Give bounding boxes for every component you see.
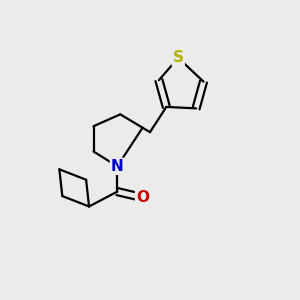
Text: O: O bbox=[136, 190, 149, 205]
Text: N: N bbox=[111, 159, 124, 174]
Text: S: S bbox=[173, 50, 184, 65]
